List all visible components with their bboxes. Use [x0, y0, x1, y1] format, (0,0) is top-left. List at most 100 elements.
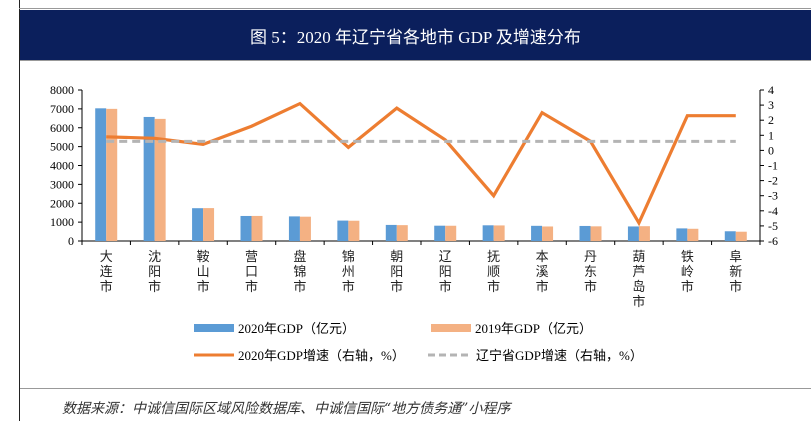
bar-2019 — [542, 226, 554, 241]
category-label: 阳 — [390, 265, 403, 280]
category-label: 本 — [536, 250, 549, 265]
left-tick-label: 0 — [68, 234, 74, 248]
category-label: 市 — [536, 279, 549, 295]
legend-label-province: 辽宁省GDP增速（右轴，%） — [476, 348, 643, 363]
right-tick-label: 0 — [768, 143, 774, 157]
legend-label-2019: 2019年GDP（亿元） — [475, 321, 592, 336]
category-label: 口 — [245, 265, 258, 280]
category-label: 市 — [584, 279, 597, 295]
bar-2020 — [337, 220, 349, 241]
bar-2020 — [95, 108, 107, 241]
category-label: 沈 — [148, 250, 161, 265]
top-divider — [19, 8, 811, 9]
category-label: 朝 — [390, 250, 403, 265]
left-tick-label: 3000 — [50, 177, 74, 191]
right-tick-label: 4 — [768, 83, 774, 97]
right-tick-label: -3 — [768, 189, 778, 203]
bar-2020 — [192, 208, 204, 241]
category-label: 山 — [197, 265, 210, 280]
figure-title-bar: 图 5：2020 年辽宁省各地市 GDP 及增速分布 — [20, 10, 811, 60]
category-label: 东 — [584, 265, 597, 280]
legend-swatch-2020 — [194, 324, 234, 332]
frame-border — [19, 0, 20, 421]
category-label: 鞍 — [197, 249, 210, 265]
category-label: 市 — [681, 279, 694, 295]
category-label: 芦 — [632, 265, 645, 280]
right-tick-label: -1 — [768, 159, 778, 173]
category-label: 市 — [148, 279, 161, 295]
bar-2020 — [627, 226, 639, 241]
category-label: 市 — [342, 279, 355, 295]
bar-2020 — [434, 225, 446, 241]
bar-2019 — [590, 226, 602, 241]
title-divider — [20, 60, 811, 61]
category-label: 新 — [729, 264, 742, 280]
right-tick-label: -2 — [768, 174, 778, 188]
bar-2019 — [638, 226, 650, 241]
right-tick-label: 1 — [768, 128, 774, 142]
bar-2019 — [348, 220, 360, 241]
category-label: 市 — [100, 279, 113, 295]
right-tick-label: -4 — [768, 204, 778, 218]
category-label: 盘 — [293, 249, 306, 265]
legend-label-2020: 2020年GDP（亿元） — [238, 321, 355, 336]
category-label: 顺 — [487, 265, 500, 280]
bar-2020 — [482, 225, 494, 241]
bar-2020 — [240, 215, 252, 241]
category-label: 市 — [487, 279, 500, 295]
bar-2020 — [288, 216, 300, 241]
category-label: 阳 — [439, 265, 452, 280]
category-label: 溪 — [536, 265, 549, 280]
right-tick-label: 2 — [768, 113, 774, 127]
left-tick-label: 7000 — [50, 102, 74, 116]
left-tick-label: 4000 — [50, 159, 74, 173]
category-label: 市 — [390, 279, 403, 295]
category-label: 阳 — [148, 265, 161, 280]
category-label: 市 — [293, 279, 306, 295]
category-label: 丹 — [584, 250, 597, 265]
right-tick-label: -5 — [768, 219, 778, 233]
category-label: 大 — [100, 250, 113, 265]
bar-2019 — [687, 228, 699, 241]
category-label: 市 — [197, 279, 210, 295]
figure-title: 图 5：2020 年辽宁省各地市 GDP 及增速分布 — [250, 27, 581, 47]
bar-2019 — [735, 231, 747, 241]
left-tick-label: 6000 — [50, 121, 74, 135]
category-label: 市 — [245, 279, 258, 295]
category-label: 州 — [342, 265, 355, 280]
bar-2019 — [396, 225, 408, 241]
bar-2019 — [251, 215, 263, 241]
bar-2020 — [724, 231, 736, 241]
bar-2019 — [106, 108, 118, 241]
legend-label-growth: 2020年GDP增速（右轴，%） — [238, 348, 405, 363]
source-note: 数据来源：中诚信国际区域风险数据库、中诚信国际“地方债务通”小程序 — [62, 401, 511, 417]
category-label: 阜 — [729, 249, 742, 265]
category-label: 岭 — [681, 265, 694, 280]
right-tick-label: 3 — [768, 98, 774, 112]
bar-2020 — [143, 116, 155, 241]
category-label: 市 — [632, 294, 645, 310]
category-label: 锦 — [342, 250, 355, 265]
category-label: 辽 — [439, 250, 452, 265]
left-tick-label: 5000 — [50, 140, 74, 154]
category-label: 铁 — [681, 250, 694, 265]
legend-swatch-2019 — [431, 324, 471, 332]
right-tick-label: -6 — [768, 234, 778, 248]
bar-2019 — [299, 216, 311, 241]
category-label: 锦 — [293, 265, 306, 280]
category-label: 市 — [729, 279, 742, 295]
bar-2020 — [531, 225, 543, 241]
category-label: 岛 — [632, 279, 645, 295]
bar-2020 — [385, 224, 397, 241]
category-label: 连 — [100, 264, 113, 280]
left-tick-label: 8000 — [50, 83, 74, 97]
left-tick-label: 2000 — [50, 196, 74, 210]
left-tick-label: 1000 — [50, 215, 74, 229]
bar-2019 — [493, 225, 505, 241]
category-label: 葫 — [632, 250, 645, 265]
category-label: 抚 — [487, 250, 500, 265]
category-label: 市 — [439, 279, 452, 295]
category-label: 营 — [245, 250, 258, 265]
bar-2019 — [154, 118, 166, 241]
